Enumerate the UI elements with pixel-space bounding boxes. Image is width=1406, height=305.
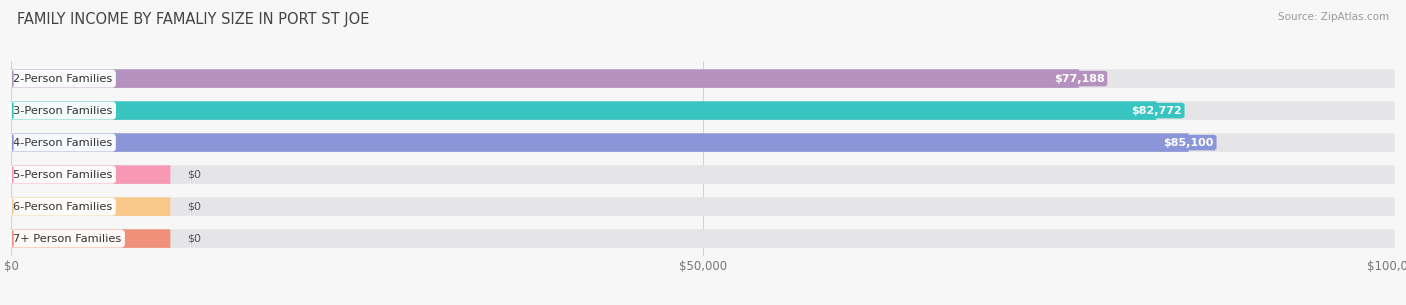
FancyBboxPatch shape: [11, 133, 1188, 152]
Text: FAMILY INCOME BY FAMALIY SIZE IN PORT ST JOE: FAMILY INCOME BY FAMALIY SIZE IN PORT ST…: [17, 12, 370, 27]
FancyBboxPatch shape: [11, 165, 170, 184]
FancyBboxPatch shape: [11, 197, 170, 216]
Text: 4-Person Families: 4-Person Families: [13, 138, 112, 148]
Text: $0: $0: [187, 170, 201, 180]
Text: $0: $0: [187, 202, 201, 212]
FancyBboxPatch shape: [11, 229, 1395, 248]
FancyBboxPatch shape: [11, 101, 1395, 120]
Text: 2-Person Families: 2-Person Families: [13, 74, 112, 84]
Text: 7+ Person Families: 7+ Person Families: [13, 234, 121, 244]
FancyBboxPatch shape: [11, 165, 1395, 184]
Text: 5-Person Families: 5-Person Families: [13, 170, 112, 180]
Text: 3-Person Families: 3-Person Families: [13, 106, 112, 116]
FancyBboxPatch shape: [11, 101, 1156, 120]
FancyBboxPatch shape: [11, 69, 1080, 88]
FancyBboxPatch shape: [11, 69, 1395, 88]
Text: 6-Person Families: 6-Person Families: [13, 202, 112, 212]
Text: Source: ZipAtlas.com: Source: ZipAtlas.com: [1278, 12, 1389, 22]
Text: $0: $0: [187, 234, 201, 244]
FancyBboxPatch shape: [11, 133, 1395, 152]
Text: $85,100: $85,100: [1163, 138, 1213, 148]
Text: $82,772: $82,772: [1130, 106, 1182, 116]
Text: $77,188: $77,188: [1053, 74, 1105, 84]
FancyBboxPatch shape: [11, 229, 170, 248]
FancyBboxPatch shape: [11, 197, 1395, 216]
